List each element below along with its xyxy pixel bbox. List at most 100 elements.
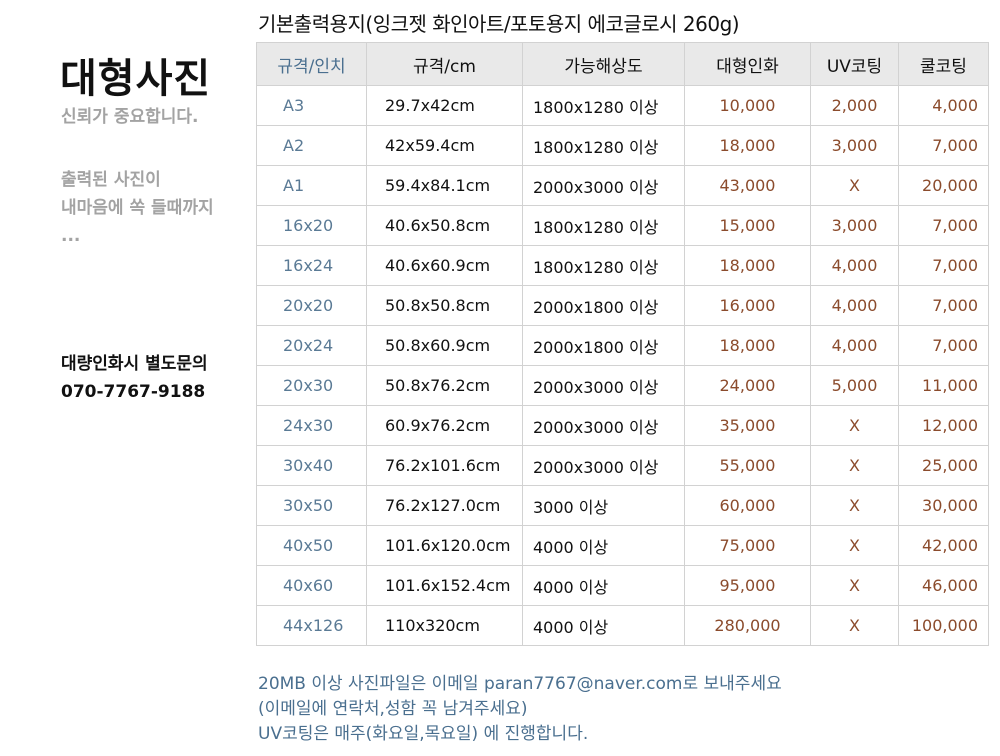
- cell-size-inch: 44x126: [256, 605, 367, 646]
- table-row: A2 42x59.4cm 1800x1280 이상 18,000 3,000 7,000: [256, 125, 989, 166]
- cell-size-cm: 101.6x152.4cm: [366, 565, 523, 606]
- table-body: A3 29.7x42cm 1800x1280 이상 10,000 2,000 4,000 A…: [256, 85, 989, 646]
- cell-resolution: 2000x3000 이상: [522, 365, 685, 406]
- cell-size-cm: 50.8x50.8cm: [366, 285, 523, 326]
- cell-size-cm: 76.2x101.6cm: [366, 445, 523, 486]
- cell-size-inch: 16x20: [256, 205, 367, 246]
- header-size-cm: 규격/cm: [366, 42, 523, 86]
- table-row: 20x24 50.8x60.9cm 2000x1800 이상 18,000 4,000 7…: [256, 325, 989, 366]
- contact-phone: 070-7767-9188: [61, 382, 206, 402]
- cell-size-inch: A3: [256, 85, 367, 126]
- cell-print-price: 95,000: [684, 565, 811, 606]
- contact-info: 대량인화시 별도문의 070-7767-9188: [61, 350, 208, 406]
- cell-print-price: 16,000: [684, 285, 811, 326]
- cell-size-cm: 42x59.4cm: [366, 125, 523, 166]
- cell-print-price: 18,000: [684, 325, 811, 366]
- cell-uv-coating: X: [810, 165, 899, 206]
- cell-size-cm: 60.9x76.2cm: [366, 405, 523, 446]
- table-row: 30x40 76.2x101.6cm 2000x3000 이상 55,000 X 25,0…: [256, 445, 989, 486]
- note-contact: (이메일에 연락처,성함 꼭 남겨주세요): [258, 699, 528, 719]
- cell-cool-coating: 11,000: [898, 365, 989, 406]
- table-row: 40x50 101.6x120.0cm 4000 이상 75,000 X 42,000: [256, 525, 989, 566]
- cell-size-cm: 29.7x42cm: [366, 85, 523, 126]
- promo-line: 출력된 사진이: [61, 170, 161, 190]
- cell-resolution: 2000x1800 이상: [522, 285, 685, 326]
- cell-uv-coating: 2,000: [810, 85, 899, 126]
- cell-cool-coating: 7,000: [898, 285, 989, 326]
- cell-print-price: 18,000: [684, 125, 811, 166]
- cell-size-cm: 101.6x120.0cm: [366, 525, 523, 566]
- cell-cool-coating: 25,000: [898, 445, 989, 486]
- cell-print-price: 43,000: [684, 165, 811, 206]
- cell-cool-coating: 7,000: [898, 205, 989, 246]
- cell-uv-coating: X: [810, 605, 899, 646]
- promo-line: 내마음에 쏙 들때까지: [61, 198, 214, 218]
- note-email: 20MB 이상 사진파일은 이메일 paran7767@naver.com로 보…: [258, 674, 782, 694]
- header-cool-coating: 쿨코팅: [898, 42, 989, 86]
- cell-cool-coating: 7,000: [898, 325, 989, 366]
- cell-print-price: 280,000: [684, 605, 811, 646]
- cell-cool-coating: 12,000: [898, 405, 989, 446]
- header-print-price: 대형인화: [684, 42, 811, 86]
- cell-size-cm: 50.8x76.2cm: [366, 365, 523, 406]
- cell-resolution: 4000 이상: [522, 605, 685, 646]
- notes: 20MB 이상 사진파일은 이메일 paran7767@naver.com로 보…: [258, 672, 782, 747]
- cell-size-cm: 40.6x50.8cm: [366, 205, 523, 246]
- cell-print-price: 55,000: [684, 445, 811, 486]
- cell-uv-coating: X: [810, 485, 899, 526]
- table-row: A3 29.7x42cm 1800x1280 이상 10,000 2,000 4,000: [256, 85, 989, 126]
- cell-cool-coating: 7,000: [898, 125, 989, 166]
- price-table: 규격/인치 규격/cm 가능해상도 대형인화 UV코팅 쿨코팅 A3 29.7x4…: [256, 42, 989, 646]
- note-uv-schedule: UV코팅은 매주(화요일,목요일) 에 진행합니다.: [258, 724, 589, 744]
- cell-size-inch: 20x20: [256, 285, 367, 326]
- cell-resolution: 2000x3000 이상: [522, 405, 685, 446]
- cell-print-price: 15,000: [684, 205, 811, 246]
- cell-uv-coating: 3,000: [810, 125, 899, 166]
- cell-cool-coating: 20,000: [898, 165, 989, 206]
- cell-cool-coating: 4,000: [898, 85, 989, 126]
- table-row: A1 59.4x84.1cm 2000x3000 이상 43,000 X 20,000: [256, 165, 989, 206]
- cell-size-inch: A2: [256, 125, 367, 166]
- contact-note: 대량인화시 별도문의: [61, 354, 208, 374]
- cell-size-cm: 110x320cm: [366, 605, 523, 646]
- cell-size-inch: 20x24: [256, 325, 367, 366]
- cell-uv-coating: 3,000: [810, 205, 899, 246]
- cell-size-cm: 40.6x60.9cm: [366, 245, 523, 286]
- cell-resolution: 2000x3000 이상: [522, 445, 685, 486]
- cell-size-cm: 50.8x60.9cm: [366, 325, 523, 366]
- cell-uv-coating: 5,000: [810, 365, 899, 406]
- brand-subtitle: 신뢰가 중요합니다.: [61, 107, 199, 127]
- cell-uv-coating: X: [810, 405, 899, 446]
- brand-title: 대형사진: [60, 56, 212, 102]
- table-header-row: 규격/인치 규격/cm 가능해상도 대형인화 UV코팅 쿨코팅: [256, 42, 989, 86]
- promo-text: 출력된 사진이 내마음에 쏙 들때까지 ...: [61, 166, 214, 250]
- promo-line: ...: [61, 226, 81, 246]
- cell-resolution: 2000x1800 이상: [522, 325, 685, 366]
- cell-size-inch: 16x24: [256, 245, 367, 286]
- cell-resolution: 1800x1280 이상: [522, 245, 685, 286]
- cell-resolution: 3000 이상: [522, 485, 685, 526]
- cell-uv-coating: X: [810, 525, 899, 566]
- table-row: 44x126 110x320cm 4000 이상 280,000 X 100,000: [256, 605, 989, 646]
- cell-uv-coating: 4,000: [810, 285, 899, 326]
- cell-print-price: 35,000: [684, 405, 811, 446]
- cell-print-price: 10,000: [684, 85, 811, 126]
- cell-size-inch: 20x30: [256, 365, 367, 406]
- cell-cool-coating: 30,000: [898, 485, 989, 526]
- cell-cool-coating: 7,000: [898, 245, 989, 286]
- table-row: 20x20 50.8x50.8cm 2000x1800 이상 16,000 4,000 7…: [256, 285, 989, 326]
- table-row: 16x20 40.6x50.8cm 1800x1280 이상 15,000 3,000 7…: [256, 205, 989, 246]
- cell-size-cm: 59.4x84.1cm: [366, 165, 523, 206]
- cell-size-inch: 40x50: [256, 525, 367, 566]
- cell-cool-coating: 46,000: [898, 565, 989, 606]
- cell-print-price: 24,000: [684, 365, 811, 406]
- cell-print-price: 18,000: [684, 245, 811, 286]
- cell-resolution: 4000 이상: [522, 525, 685, 566]
- cell-size-inch: 40x60: [256, 565, 367, 606]
- cell-uv-coating: 4,000: [810, 325, 899, 366]
- table-row: 40x60 101.6x152.4cm 4000 이상 95,000 X 46,000: [256, 565, 989, 606]
- header-uv-coating: UV코팅: [810, 42, 899, 86]
- cell-print-price: 60,000: [684, 485, 811, 526]
- cell-size-cm: 76.2x127.0cm: [366, 485, 523, 526]
- cell-uv-coating: X: [810, 445, 899, 486]
